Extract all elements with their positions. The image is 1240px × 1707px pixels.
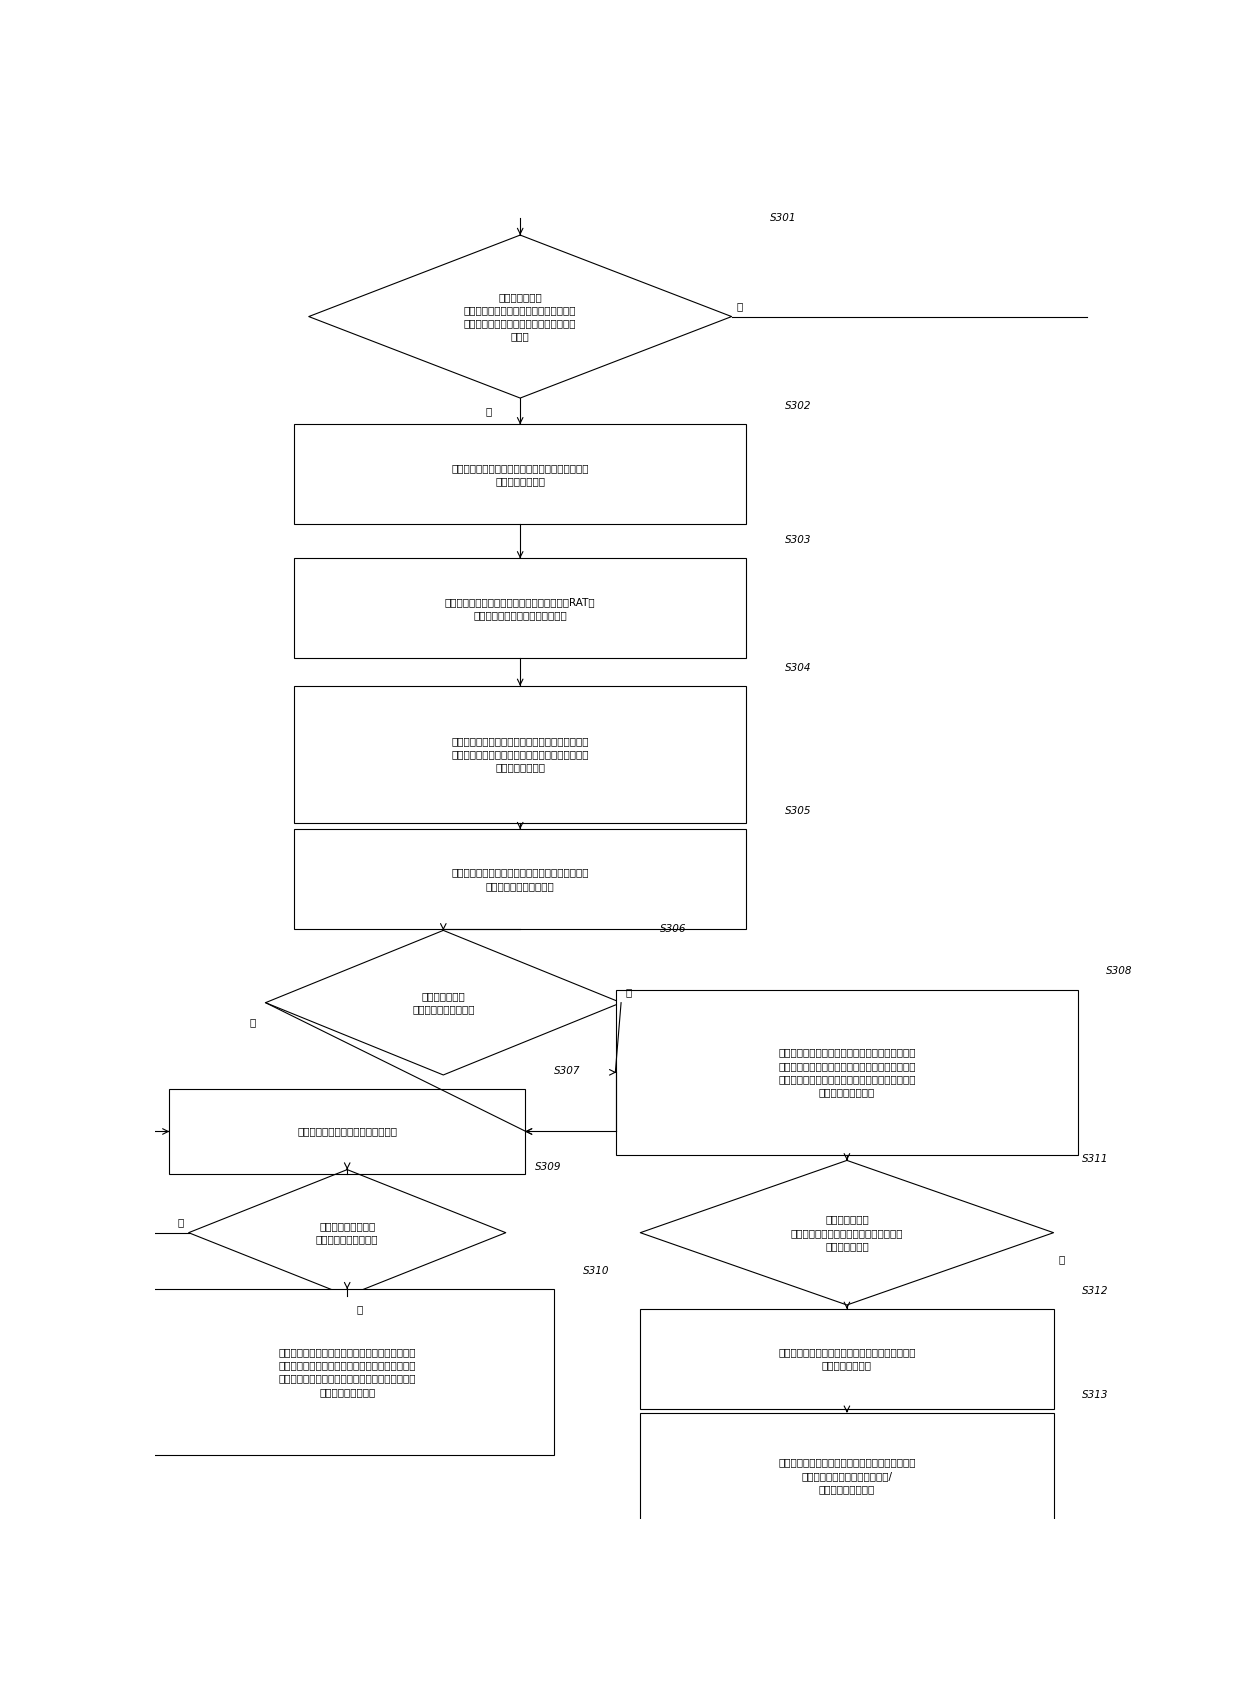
Polygon shape xyxy=(188,1169,506,1296)
Text: 所述调制解调器恢复所述支持的多个协议栈中的默
认协议栈的开关状态或所述调制解调器恢复所述支
持的多个协议栈中的默认协议栈的开关状态并同时
复位所述调制解调器: 所述调制解调器恢复所述支持的多个协议栈中的默 认协议栈的开关状态或所述调制解调器… xyxy=(279,1347,415,1396)
Text: S302: S302 xyxy=(785,401,811,411)
Text: S305: S305 xyxy=(785,806,811,816)
Text: 所述调制解调器关闭所述第一协议栈，以及从所述
调制解调器支持的多个协议栈中选择除所述第一协
议栈的第二协议栈: 所述调制解调器关闭所述第一协议栈，以及从所述 调制解调器支持的多个协议栈中选择除… xyxy=(451,736,589,773)
Text: S307: S307 xyxy=(554,1067,580,1077)
Text: 所述调制解调器开启所述第二协议栈，并使用所述
第二协议栈进行网络注册: 所述调制解调器开启所述第二协议栈，并使用所述 第二协议栈进行网络注册 xyxy=(451,867,589,891)
Polygon shape xyxy=(309,236,732,398)
Text: S304: S304 xyxy=(785,662,811,673)
Polygon shape xyxy=(640,1161,1054,1304)
Text: 否: 否 xyxy=(626,987,632,997)
Text: 所述调制解调器恢复所述支持的多个协议栈中的默
认协议栈的开关状态或所述调制解调器恢复所述支
持的多个协议栈中的默认协议栈的开关状态并同时
复位所述调制解调器: 所述调制解调器恢复所述支持的多个协议栈中的默 认协议栈的开关状态或所述调制解调器… xyxy=(779,1048,915,1098)
Text: 所述调制解调器
判断所述第一协议栈死机引起异常的异常
原因是否已上报: 所述调制解调器 判断所述第一协议栈死机引起异常的异常 原因是否已上报 xyxy=(791,1214,903,1251)
Text: S301: S301 xyxy=(770,213,796,224)
Bar xyxy=(640,1413,1054,1540)
Bar xyxy=(294,558,746,659)
Text: 否: 否 xyxy=(177,1217,184,1227)
Text: S308: S308 xyxy=(1106,966,1133,976)
Text: S313: S313 xyxy=(1083,1389,1109,1400)
Text: 所述调制解调器记录当前的位置信息: 所述调制解调器记录当前的位置信息 xyxy=(298,1127,397,1137)
Polygon shape xyxy=(265,930,621,1075)
Text: S303: S303 xyxy=(785,536,811,545)
Bar xyxy=(294,425,746,524)
Bar xyxy=(294,830,746,929)
Text: 所述调制解调器判定异常原因为所述当前使用的协
议栈死机引起异常: 所述调制解调器判定异常原因为所述当前使用的协 议栈死机引起异常 xyxy=(451,463,589,486)
Text: 否: 否 xyxy=(1058,1255,1065,1263)
Text: 所述调制解调器根据当前注册的无线接入技术RAT确
定当前使用的协议栈为第一协议栈: 所述调制解调器根据当前注册的无线接入技术RAT确 定当前使用的协议栈为第一协议栈 xyxy=(445,597,595,620)
Text: S310: S310 xyxy=(583,1267,609,1277)
Bar xyxy=(640,1309,1054,1408)
Text: 调制解调器判断
当前所在小区或当前所接网络的网络参数
中是否包括当前使用的协议栈不支持的网
络参数: 调制解调器判断 当前所在小区或当前所接网络的网络参数 中是否包括当前使用的协议栈… xyxy=(464,292,577,341)
Text: 是: 是 xyxy=(357,1304,363,1314)
Text: 是: 是 xyxy=(485,406,491,417)
Bar xyxy=(294,686,746,823)
Text: 所述调制解调器获取所述第一协议栈死机引起异常
的异常原因和日志: 所述调制解调器获取所述第一协议栈死机引起异常 的异常原因和日志 xyxy=(779,1347,915,1371)
Bar xyxy=(170,1089,525,1173)
Text: S309: S309 xyxy=(534,1162,560,1173)
Text: 所述调制解调器判断
位置信息是否发生变化: 所述调制解调器判断 位置信息是否发生变化 xyxy=(316,1221,378,1244)
Text: 是: 是 xyxy=(249,1017,255,1028)
Bar xyxy=(616,990,1078,1156)
Text: S312: S312 xyxy=(1083,1285,1109,1296)
Text: 所述调制解调器
判断网络注册是否成功: 所述调制解调器 判断网络注册是否成功 xyxy=(412,992,475,1014)
Bar xyxy=(140,1289,554,1454)
Text: S311: S311 xyxy=(1083,1154,1109,1164)
Text: 所述调制解调器将所述异常原因、所述当前的位置
信息和所述日志上报给网络侧和/
或显示所述异常原因: 所述调制解调器将所述异常原因、所述当前的位置 信息和所述日志上报给网络侧和/ 或… xyxy=(779,1458,915,1494)
Text: S306: S306 xyxy=(660,923,686,934)
Text: 否: 否 xyxy=(737,300,743,311)
